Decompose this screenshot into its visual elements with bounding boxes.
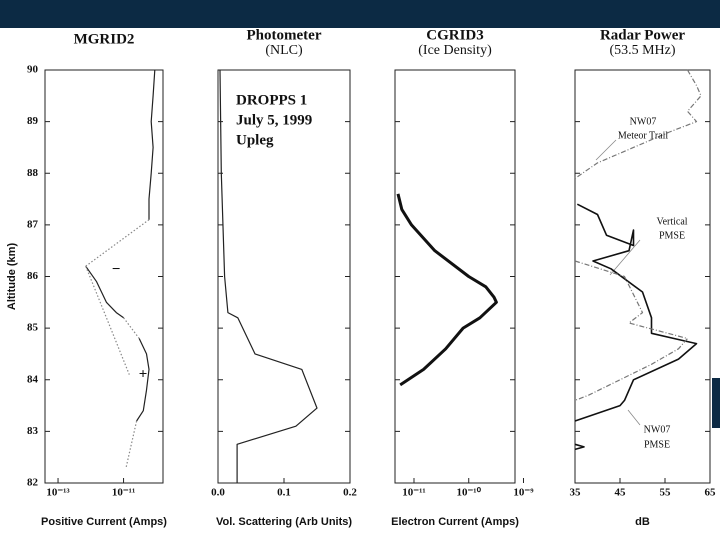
panel-subtitle: (NLC): [265, 43, 303, 58]
x-tick-label: 10⁻¹⁰: [456, 487, 481, 499]
data-line: [85, 69, 156, 422]
panel-title: Radar Power: [600, 27, 685, 43]
y-tick-label: 89: [27, 115, 39, 127]
data-line: [574, 69, 702, 179]
x-tick-label: 10⁻¹¹: [112, 487, 135, 499]
edge-bar: [712, 378, 720, 428]
annotation: Vertical: [656, 216, 687, 227]
panel-title: CGRID3: [426, 27, 484, 43]
panel-subtitle: (53.5 MHz): [609, 43, 675, 58]
y-tick-label: 85: [27, 322, 39, 334]
y-tick-label: 83: [27, 425, 39, 437]
annotation: PMSE: [659, 230, 685, 241]
y-tick-label: 87: [27, 218, 39, 230]
y-axis-label: Altitude (km): [6, 243, 18, 311]
annotation: NW07: [644, 424, 671, 435]
annotation: Meteor Trail: [618, 130, 669, 141]
annotation: +: [139, 366, 148, 382]
x-tick-label: 0.1: [277, 487, 291, 499]
frame: [44, 69, 164, 484]
x-axis-label: Positive Current (Amps): [41, 516, 167, 528]
annotation: NW07: [630, 116, 657, 127]
y-tick-label: 90: [27, 64, 39, 76]
banner: [0, 0, 720, 28]
y-tick-label: 88: [27, 167, 39, 179]
x-tick-label: 55: [660, 487, 672, 499]
y-tick-label: 82: [27, 477, 39, 489]
annotation: PMSE: [644, 439, 670, 450]
data-line: [85, 219, 150, 468]
panel-title: MGRID2: [74, 31, 135, 47]
annotation: Upleg: [236, 132, 274, 148]
x-axis-label: dB: [635, 516, 650, 528]
x-tick-label: 45: [615, 487, 627, 499]
data-line: [574, 203, 698, 451]
panel-title: Photometer: [247, 27, 322, 43]
x-tick-label: 10⁻¹¹: [402, 487, 425, 499]
frame: [394, 69, 516, 484]
x-tick-label: 10⁻⁹: [513, 487, 534, 499]
y-tick-label: 84: [27, 373, 39, 385]
x-axis-label: Vol. Scattering (Arb Units): [216, 516, 352, 528]
x-axis-label: Electron Current (Amps): [391, 516, 519, 528]
panel-subtitle: (Ice Density): [418, 43, 492, 58]
annotation: DROPPS 1: [236, 92, 307, 108]
data-line: [574, 260, 689, 401]
leaders: [595, 139, 641, 426]
x-tick-label: 10⁻¹³: [46, 487, 70, 499]
x-tick-label: 0.2: [343, 487, 357, 499]
data-line: [396, 193, 498, 387]
x-tick-label: 65: [705, 487, 717, 499]
annotation: July 5, 1999: [236, 112, 312, 128]
x-tick-label: 35: [570, 487, 582, 499]
data-line: [219, 69, 318, 483]
y-tick-label: 86: [27, 270, 39, 282]
annotation: −: [112, 261, 121, 277]
x-tick-label: 0.0: [211, 487, 225, 499]
